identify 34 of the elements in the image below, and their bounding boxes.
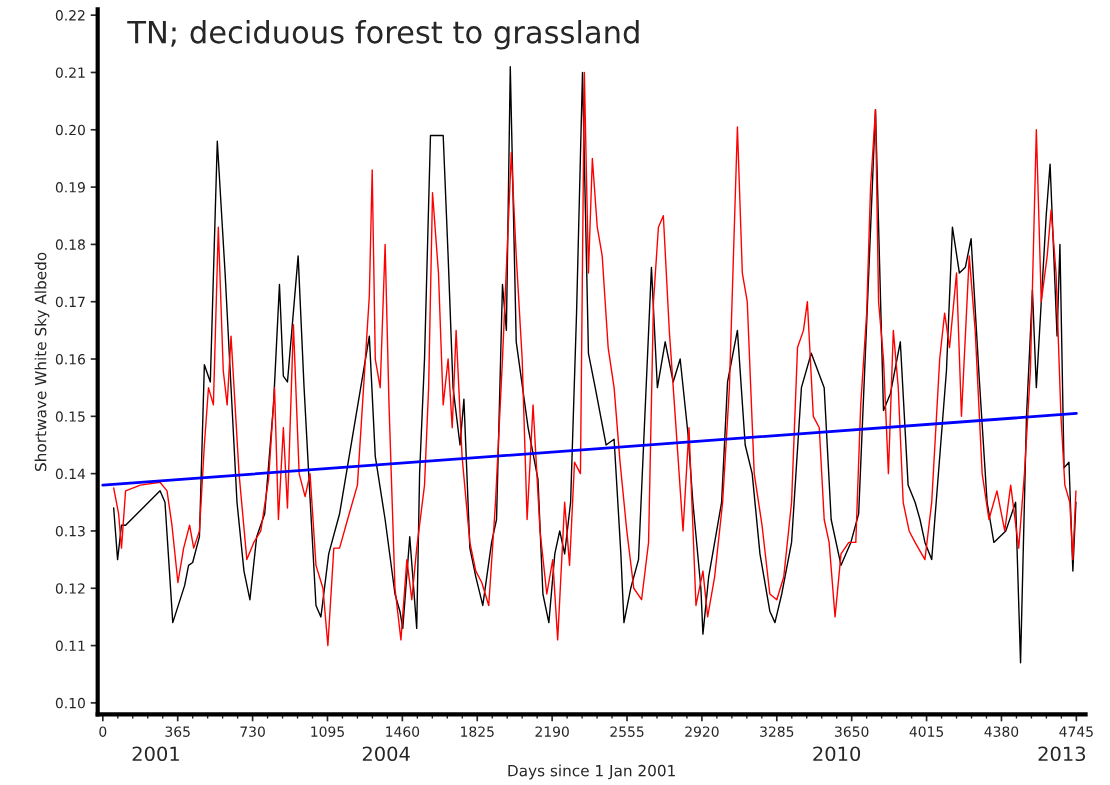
y-tick-label: 0.22 [55, 10, 85, 21]
x-tick-label: 730 [240, 726, 265, 737]
y-tick-label: 0.19 [55, 182, 85, 193]
y-tick-label: 0.13 [55, 525, 85, 537]
text: 2013 [1038, 746, 1086, 762]
x-tick-label: 1095 [311, 726, 344, 737]
y-tick-label: 0.16 [55, 353, 85, 365]
x-tick-label: 0 [99, 726, 107, 737]
text: 2010 [813, 746, 861, 762]
y-tick-label: 0.10 [55, 697, 85, 709]
y-tick-label: 0.17 [55, 296, 85, 308]
x-axis-title: Days since 1 Jan 2001 [508, 764, 675, 780]
x-tick-label: 2190 [535, 726, 569, 737]
y-tick-label: 0.12 [55, 583, 85, 594]
y-tick-label: 0.15 [55, 411, 85, 422]
y-tick-label: 0.14 [55, 468, 86, 480]
x-tick-label: 2555 [610, 726, 644, 737]
x-tick-label: 2920 [685, 726, 719, 737]
x-tick-label: 4380 [984, 726, 1019, 737]
x-tick-label: 1825 [461, 726, 494, 737]
y-tick-label: 0.21 [55, 67, 85, 78]
chart-title: TN; deciduous forest to grassland [127, 19, 639, 50]
y-tick-label: 0.18 [55, 239, 85, 250]
x-tick-label: 4745 [1059, 726, 1093, 737]
y-axis-title: Shortwave White Sky Albedo [34, 252, 50, 471]
text: 2001 [132, 746, 179, 762]
text: 2004 [362, 746, 410, 762]
y-tick-label: 0.11 [55, 640, 85, 652]
x-tick-label: 365 [165, 726, 190, 737]
x-tick-label: 4015 [909, 726, 944, 737]
x-tick-label: 3285 [760, 726, 794, 737]
x-tick-label: 1460 [386, 726, 420, 737]
x-tick-label: 3650 [835, 726, 869, 737]
y-tick-label: 0.20 [55, 124, 85, 136]
